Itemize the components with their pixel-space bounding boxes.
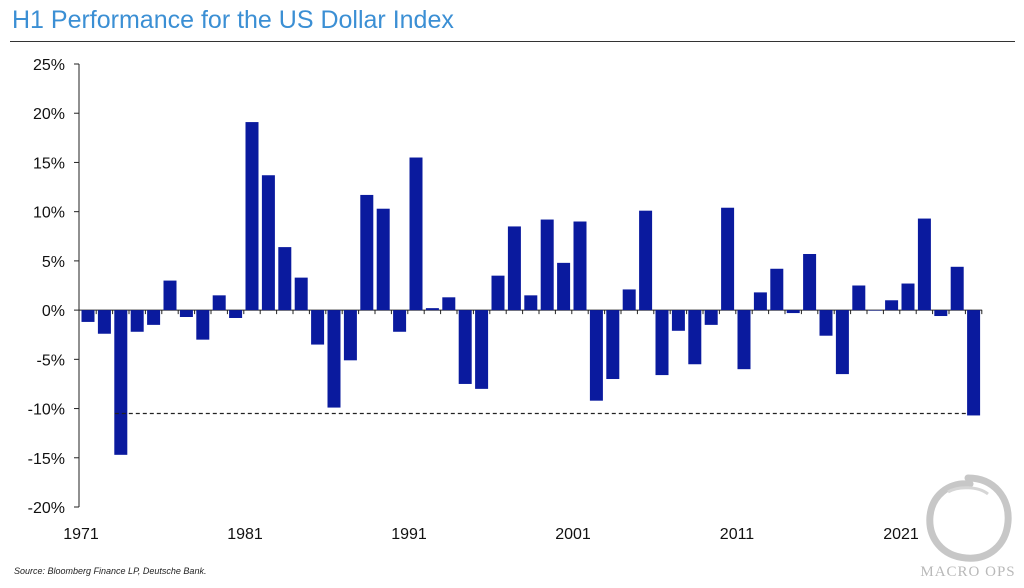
macro-ops-watermark: MACRO OPS xyxy=(918,470,1018,588)
bar xyxy=(507,226,521,311)
bar xyxy=(671,310,685,331)
bar xyxy=(343,310,357,361)
bar xyxy=(245,122,259,311)
bar xyxy=(917,218,931,311)
bar xyxy=(835,310,849,375)
y-axis: -20% -15% -10% -5% 0% 5% 10% 15% 20% 25% xyxy=(28,57,80,517)
bar xyxy=(376,208,390,311)
bar xyxy=(967,310,981,416)
bar xyxy=(950,266,964,311)
bar xyxy=(360,194,374,311)
bar xyxy=(97,310,111,334)
bar xyxy=(721,207,735,311)
watermark-text: MACRO OPS xyxy=(920,564,1016,580)
y-tick-label: -15% xyxy=(28,451,65,468)
bar xyxy=(852,285,866,311)
bar xyxy=(114,310,128,455)
source-note: Source: Bloomberg Finance LP, Deutsche B… xyxy=(14,566,207,576)
bar xyxy=(540,219,554,311)
bar xyxy=(803,253,817,311)
bar xyxy=(622,289,636,311)
bar xyxy=(573,221,587,311)
bar xyxy=(442,297,456,311)
bar xyxy=(147,310,161,325)
bar xyxy=(81,310,95,322)
y-tick-label: 25% xyxy=(33,57,65,74)
bar xyxy=(770,268,784,311)
bar xyxy=(688,310,702,365)
bar xyxy=(606,310,620,380)
x-tick-label: 2021 xyxy=(883,526,919,543)
bar xyxy=(901,283,915,311)
x-tick-label: 2011 xyxy=(720,526,755,543)
bar xyxy=(327,310,341,408)
bar xyxy=(212,295,226,311)
title-divider xyxy=(10,41,1015,42)
x-tick-label: 1981 xyxy=(227,526,263,543)
x-tick-label: 1991 xyxy=(391,526,427,543)
bar xyxy=(311,310,325,345)
bar xyxy=(229,310,243,318)
bar xyxy=(885,300,899,311)
bar xyxy=(294,277,308,311)
bar xyxy=(179,310,193,318)
bar xyxy=(458,310,472,384)
bar xyxy=(425,308,439,311)
bar xyxy=(278,247,292,311)
bar xyxy=(196,310,210,340)
bar xyxy=(639,210,653,311)
bar xyxy=(655,310,669,376)
bars xyxy=(81,122,981,455)
bar xyxy=(261,175,275,311)
x-tick-label: 2001 xyxy=(555,526,591,543)
bar xyxy=(491,275,505,311)
bar xyxy=(737,310,751,370)
bar xyxy=(704,310,718,325)
bar xyxy=(753,292,767,311)
y-tick-label: 15% xyxy=(33,155,65,172)
bar-chart: -20% -15% -10% -5% 0% 5% 10% 15% 20% 25% 1971 1981… xyxy=(28,57,983,543)
bar xyxy=(934,310,948,317)
y-tick-label: 20% xyxy=(33,106,65,123)
chart-title: H1 Performance for the US Dollar Index xyxy=(12,6,454,34)
bar xyxy=(786,310,800,314)
y-tick-label: 0% xyxy=(42,303,65,320)
y-tick-label: -20% xyxy=(28,500,65,517)
bar xyxy=(475,310,489,389)
bar xyxy=(868,310,882,311)
bar xyxy=(819,310,833,336)
brush-circle-logo xyxy=(926,474,1012,562)
bar xyxy=(589,310,603,401)
bar xyxy=(557,262,571,311)
y-tick-label: -5% xyxy=(37,352,65,369)
bar xyxy=(409,157,423,311)
bar xyxy=(524,295,538,311)
bar xyxy=(393,310,407,332)
y-tick-label: -10% xyxy=(28,402,65,419)
y-tick-label: 5% xyxy=(42,254,65,271)
bar xyxy=(130,310,144,332)
bar xyxy=(163,280,177,311)
y-tick-label: 10% xyxy=(33,205,65,222)
x-tick-label: 1971 xyxy=(63,526,99,543)
